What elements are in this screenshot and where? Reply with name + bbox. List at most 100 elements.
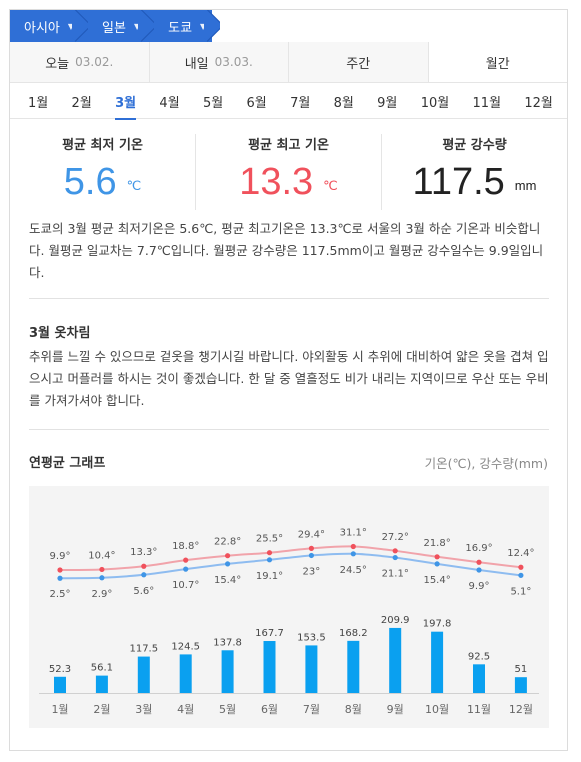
breadcrumb-asia[interactable]: 아시아 ▼ <box>10 10 80 42</box>
low-temp-point <box>57 575 63 581</box>
x-tick-label: 11월 <box>467 703 491 716</box>
breadcrumb-separator <box>138 10 154 42</box>
low-temp-label: 2.5° <box>50 589 71 600</box>
divider <box>29 429 549 430</box>
weather-panel: 아시아 ▼ 일본 ▼ 도쿄 ▼ 오늘 03.02. 내일 03.03. 주간 월간 … <box>9 9 568 751</box>
low-temp-label: 19.1° <box>256 571 283 582</box>
mm-unit: mm <box>514 178 537 193</box>
x-tick-label: 1월 <box>51 703 68 716</box>
month-tab[interactable]: 9월 <box>377 95 398 111</box>
dropdown-arrow-icon: ▼ <box>200 21 207 31</box>
tab-label: 월간 <box>485 56 510 72</box>
rainfall-label: 153.5 <box>297 632 326 643</box>
high-temp-point <box>518 564 524 570</box>
x-tick-label: 7월 <box>303 703 320 716</box>
month-tabs: 1월 2월 3월 4월 5월 6월 7월 8월 9월 10월 11월 12월 <box>10 83 567 120</box>
min-temp-value: 5.6 <box>63 161 117 203</box>
high-temp-point <box>476 559 482 565</box>
low-temp-point <box>434 561 440 567</box>
low-temp-point <box>141 572 147 578</box>
low-temp-point <box>392 554 398 561</box>
stat-label: 평균 최저 기온 <box>62 138 143 153</box>
high-temp-label: 13.3° <box>130 547 157 558</box>
high-temp-label: 29.4° <box>298 529 325 540</box>
month-tab[interactable]: 11월 <box>472 95 502 111</box>
x-tick-label: 10월 <box>425 703 449 716</box>
high-temp-label: 27.2° <box>382 532 409 543</box>
high-temp-point <box>225 553 231 559</box>
low-temp-label: 9.9° <box>469 581 490 592</box>
month-tab[interactable]: 1월 <box>28 95 49 111</box>
high-temp-point <box>99 566 105 573</box>
rainfall-bar <box>179 654 192 693</box>
rainfall-bar <box>514 677 527 693</box>
rainfall-label: 92.5 <box>468 651 490 662</box>
low-temp-label: 24.5° <box>340 565 367 576</box>
high-temp-label: 18.8° <box>172 541 199 552</box>
tab-date: 03.03. <box>214 55 253 69</box>
breadcrumb-separator <box>72 10 88 42</box>
low-temp-label: 23° <box>303 566 321 577</box>
tab-today[interactable]: 오늘 03.02. <box>10 42 150 82</box>
clothing-text: 추위를 느낄 수 있으므로 겉옷을 챙기시길 바랍니다. 야외활동 시 추위에 … <box>29 349 549 408</box>
month-tab[interactable]: 6월 <box>246 95 267 111</box>
low-temp-point <box>266 557 273 563</box>
clothing-title: 3월 옷차림 <box>29 326 91 341</box>
rainfall-label: 56.1 <box>91 663 113 674</box>
rainfall-bar <box>473 664 485 693</box>
x-tick-label: 8월 <box>345 703 362 716</box>
month-tab[interactable]: 10월 <box>420 95 450 111</box>
low-temp-point <box>183 566 189 572</box>
high-temp-label: 16.9° <box>465 543 492 554</box>
breadcrumb-separator <box>204 10 220 42</box>
high-temp-point <box>141 563 147 569</box>
rainfall-bar <box>431 631 444 693</box>
rainfall-label: 124.5 <box>171 641 200 652</box>
divider <box>29 298 549 299</box>
stat-rainfall: 평균 강수량 117.5 mm <box>382 134 567 210</box>
dropdown-arrow-icon: ▼ <box>133 21 141 31</box>
month-tab[interactable]: 2월 <box>71 95 92 111</box>
low-temp-label: 5.1° <box>510 586 531 597</box>
month-tab-selected[interactable]: 3월 <box>115 83 137 120</box>
breadcrumb-label: 일본 <box>102 20 126 36</box>
x-tick-label: 3월 <box>135 703 152 716</box>
tab-label: 내일 <box>184 56 209 72</box>
x-tick-label: 5월 <box>219 703 236 716</box>
high-temp-point <box>308 545 314 551</box>
breadcrumb-tokyo[interactable]: 도쿄 ▼ <box>146 10 212 42</box>
tab-label: 오늘 <box>45 56 70 72</box>
low-temp-line <box>59 552 522 580</box>
low-temp-label: 5.6° <box>133 586 154 597</box>
stat-max-temp: 평균 최고 기온 13.3 ℃ <box>196 134 382 210</box>
tab-weekly[interactable]: 주간 <box>289 42 429 82</box>
rainfall-bar <box>347 640 360 693</box>
month-tab[interactable]: 5월 <box>202 95 224 111</box>
celsius-unit: ℃ <box>126 178 142 193</box>
low-temp-point <box>350 551 356 557</box>
low-temp-label: 15.4° <box>423 575 450 586</box>
breadcrumb-japan[interactable]: 일본 ▼ <box>80 10 146 42</box>
rainfall-bar <box>389 627 402 693</box>
month-tab[interactable]: 7월 <box>290 95 311 111</box>
tab-label: 주간 <box>346 56 371 72</box>
x-tick-label: 4월 <box>177 703 194 716</box>
tab-tomorrow[interactable]: 내일 03.03. <box>150 42 289 82</box>
rainfall-value: 117.5 <box>412 161 505 203</box>
breadcrumb: 아시아 ▼ 일본 ▼ 도쿄 ▼ <box>10 10 567 42</box>
month-tab[interactable]: 8월 <box>333 95 354 111</box>
x-tick-label: 6월 <box>261 703 278 716</box>
x-tick-label: 12월 <box>509 703 533 716</box>
low-temp-point <box>518 572 524 578</box>
stat-value: 5.6 ℃ <box>64 159 141 205</box>
high-temp-point <box>57 567 63 573</box>
rainfall-label: 209.9 <box>381 615 410 626</box>
high-temp-label: 21.8° <box>423 538 450 549</box>
rainfall-label: 168.2 <box>339 628 368 639</box>
high-temp-label: 25.5° <box>256 534 283 545</box>
month-tab[interactable]: 4월 <box>159 95 180 111</box>
tab-monthly[interactable]: 월간 <box>428 42 567 82</box>
rainfall-bar <box>263 641 276 693</box>
rainfall-label: 117.5 <box>129 644 158 655</box>
month-tab[interactable]: 12월 <box>524 95 553 111</box>
